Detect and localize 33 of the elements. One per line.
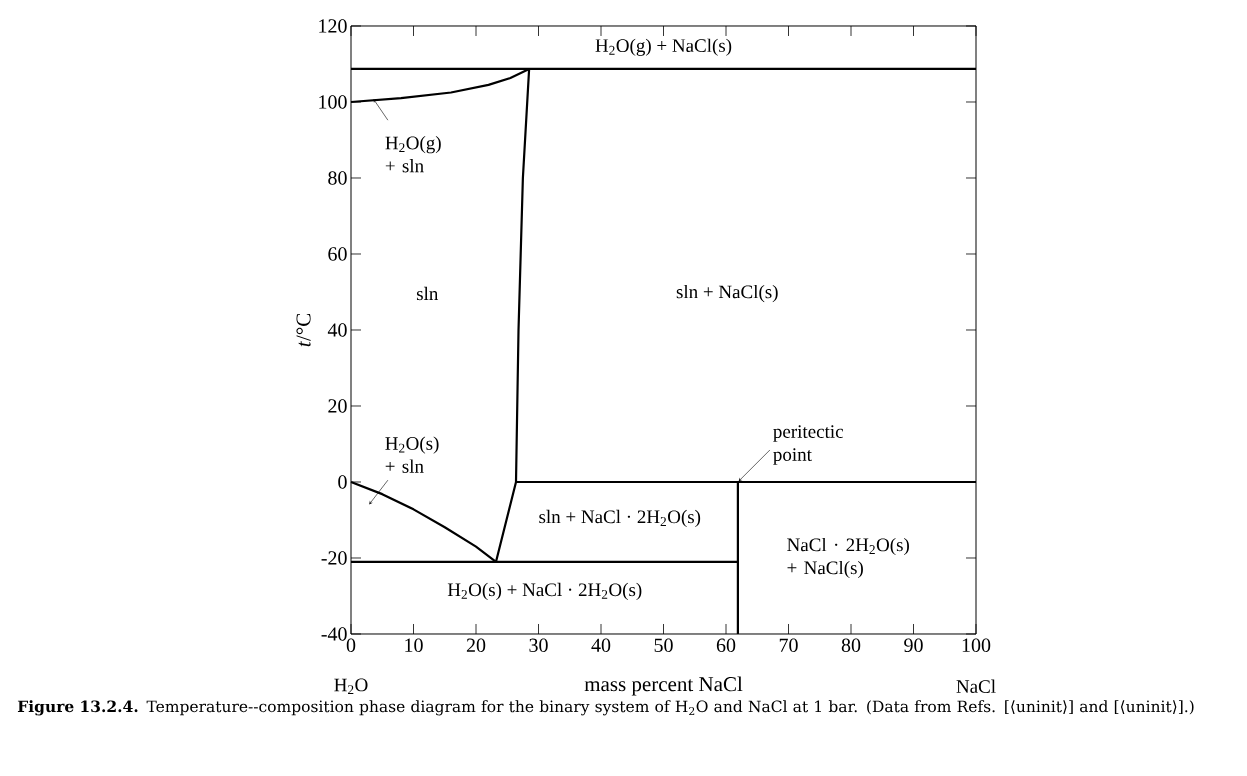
- x-axis-title: mass percent NaCl: [584, 676, 743, 696]
- x-tick-label: 30: [529, 638, 548, 653]
- annotation: H$_{2}$O(s) + NaCl · 2H$_{2}$O(s): [447, 582, 642, 601]
- annotation: sln + NaCl · 2H$_{2}$O(s): [539, 509, 701, 528]
- annotation: H$_{2}$O(s) + sln: [385, 436, 439, 473]
- annotation: peritectic point: [773, 425, 843, 465]
- x-tick-label: 50: [654, 638, 673, 653]
- x-tick-label: 80: [841, 638, 861, 653]
- x-tick-label: 100: [962, 638, 991, 653]
- y-tick-label: 80: [328, 171, 347, 185]
- y-tick-label: -20: [321, 551, 347, 565]
- annotation: sln + NaCl(s): [676, 284, 778, 303]
- x-tick-label: 90: [904, 638, 923, 653]
- text: Figure 13.2.4. Temperature--composition phase diagram for the binary system of H$_{2}$O and NaCl at 1 bar. (Data from Refs. [⟨uninit⟩] and [⟨uninit⟩].): [17, 700, 1194, 716]
- y-tick-label: 0: [338, 475, 347, 489]
- x-tick-label: 70: [779, 638, 798, 653]
- y-tick-label: -40: [321, 627, 347, 641]
- text: H$_{2}$O: [334, 678, 368, 694]
- text: NaCl: [956, 679, 996, 693]
- y-tick-label: 20: [328, 399, 347, 413]
- annotation: NaCl · 2H$_{2}$O(s) + NaCl(s): [787, 537, 909, 579]
- annotation: sln: [416, 286, 439, 301]
- y-tick-label: 60: [328, 247, 347, 261]
- annotation: H$_{2}$O(g) + sln: [385, 136, 441, 173]
- x-tick-label: 10: [405, 638, 423, 653]
- x-tick-label: 40: [591, 638, 611, 653]
- x-tick-label: 20: [466, 638, 486, 653]
- y-axis-title: t/°C: [296, 313, 311, 347]
- x-tick-label: 60: [716, 638, 736, 653]
- y-tick-label: 100: [319, 95, 347, 109]
- annotation: H$_{2}$O(g) + NaCl(s): [595, 38, 732, 56]
- y-tick-label: 120: [319, 19, 347, 33]
- y-tick-label: 40: [327, 323, 347, 337]
